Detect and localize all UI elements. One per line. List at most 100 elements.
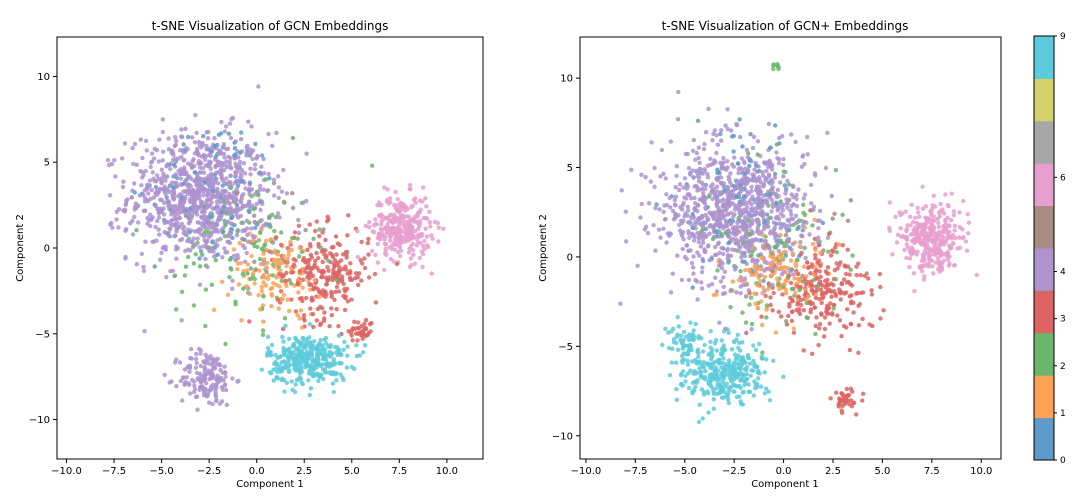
gcn-point-class-3 <box>307 222 312 227</box>
gcn-point-class-4 <box>254 156 259 161</box>
gcn-point-class-4 <box>176 156 181 161</box>
gcn-point-class-9 <box>278 354 283 359</box>
gcn-plus-point-class-4 <box>668 290 674 295</box>
gcn-plus-point-class-3 <box>851 400 856 405</box>
gcn-point-class-6 <box>396 207 401 213</box>
gcn-plus-point-class-3 <box>833 245 838 250</box>
gcn-point-class-9 <box>329 351 334 356</box>
gcn-point-class-2 <box>261 294 266 299</box>
gcn-plus-point-class-9 <box>702 342 707 348</box>
gcn-plus-point-class-6 <box>945 230 951 235</box>
gcn-plus-point-class-4 <box>750 218 755 223</box>
gcn-plus-point-class-4 <box>717 250 722 256</box>
gcn-plus-point-class-0 <box>787 227 792 233</box>
gcn-plus-point-class-0 <box>741 194 747 199</box>
gcn-point-class-4 <box>199 377 205 382</box>
gcn-plus-point-class-4 <box>774 150 779 155</box>
gcn-plus-point-class-9 <box>709 384 714 389</box>
gcn-point-class-3 <box>360 329 365 334</box>
gcn-plus-point-class-3 <box>837 318 843 323</box>
gcn-point-class-4 <box>230 376 235 381</box>
gcn-plus-point-class-9 <box>683 379 688 384</box>
gcn-point-class-4 <box>159 180 164 186</box>
gcn-plus-point-class-3 <box>771 290 776 296</box>
gcn-plus-point-class-3 <box>844 398 849 403</box>
gcn-point-class-4 <box>150 215 155 220</box>
gcn-plus-point-class-0 <box>690 212 695 217</box>
gcn-plus-point-class-4 <box>714 176 719 181</box>
gcn-point-class-6 <box>384 215 389 221</box>
gcn-point-class-4 <box>242 245 247 251</box>
gcn-plus-point-class-4 <box>725 126 730 132</box>
gcn-plus-point-class-4 <box>719 266 725 271</box>
gcn-point-class-9 <box>269 342 275 348</box>
gcn-plus-point-class-4 <box>684 186 689 191</box>
gcn-plus-point-class-2 <box>774 244 779 249</box>
gcn-point-class-4 <box>164 275 169 280</box>
gcn-plus-point-class-4 <box>770 163 775 168</box>
gcn-plus-point-class-4 <box>682 195 687 200</box>
gcn-plus-point-class-0 <box>727 240 732 245</box>
gcn-point-class-4 <box>174 184 180 189</box>
gcn-point-class-4 <box>277 215 282 220</box>
gcn-plus-point-class-4 <box>661 171 666 176</box>
gcn-plus-point-class-4 <box>691 137 696 143</box>
gcn-plus-point-class-9 <box>746 356 752 361</box>
gcn-plus-point-class-9 <box>679 333 684 338</box>
gcn-point-class-4 <box>242 228 247 233</box>
gcn-plus-point-class-6 <box>904 255 909 261</box>
gcn-point-class-3 <box>341 252 346 257</box>
gcn-point-class-4 <box>214 203 220 209</box>
gcn-plus-point-class-5 <box>808 208 813 213</box>
gcn-point-class-9 <box>344 365 350 370</box>
gcn-plus-point-class-1 <box>793 263 799 269</box>
gcn-plus-point-class-3 <box>801 348 806 353</box>
gcn-plus-point-class-3 <box>797 307 802 312</box>
gcn-plus-point-class-4 <box>694 150 699 156</box>
gcn-point-class-4 <box>252 192 257 197</box>
gcn-plus-point-class-0 <box>740 144 745 149</box>
gcn-point-class-4 <box>215 186 220 192</box>
gcn-point-class-4 <box>182 157 187 163</box>
gcn-point-class-0 <box>164 195 169 200</box>
gcn-plus-point-class-6 <box>939 267 945 272</box>
gcn-plus-point-class-4 <box>692 208 697 213</box>
gcn-point-class-9 <box>271 378 276 383</box>
gcn-point-class-9 <box>323 335 329 341</box>
gcn-plus-point-class-6 <box>924 216 930 221</box>
gcn-plus-point-class-4 <box>780 207 785 213</box>
gcn-plus-point-class-6 <box>956 235 962 240</box>
gcn-point-class-1 <box>298 308 304 313</box>
gcn-plus-point-class-4 <box>717 320 722 325</box>
gcn-point-class-9 <box>296 351 302 356</box>
gcn-plus-point-class-3 <box>820 283 825 288</box>
gcn-plus-point-class-4 <box>646 201 652 206</box>
gcn-plus-point-class-3 <box>813 252 818 258</box>
gcn-plus-point-class-9 <box>708 365 713 370</box>
gcn-plus-point-class-4 <box>829 193 834 199</box>
gcn-plus-point-class-4 <box>673 184 678 190</box>
gcn-plus-point-class-9 <box>733 369 738 374</box>
gcn-plus-point-class-9 <box>695 378 700 383</box>
gcn-plus-point-class-4 <box>732 155 737 160</box>
gcn-plus-point-class-4 <box>756 273 762 278</box>
gcn-point-class-9 <box>277 366 283 372</box>
gcn-point-class-3 <box>316 241 321 247</box>
gcn-plus-x-tick-label: −10.0 <box>571 466 602 477</box>
gcn-point-class-2 <box>290 135 296 141</box>
gcn-point-class-3 <box>347 275 353 280</box>
gcn-point-class-6 <box>391 212 397 217</box>
gcn-plus-point-class-6 <box>974 272 979 278</box>
gcn-plus-point-class-0 <box>754 163 759 168</box>
gcn-point-class-4 <box>233 172 239 177</box>
gcn-point-class-0 <box>239 130 244 135</box>
gcn-point-class-6 <box>397 221 403 226</box>
gcn-plus-point-class-0 <box>737 117 742 122</box>
gcn-plus-point-class-4 <box>733 186 738 191</box>
gcn-plus-point-class-3 <box>844 386 849 392</box>
gcn-point-class-4 <box>248 166 253 171</box>
gcn-point-class-3 <box>329 289 334 295</box>
gcn-point-class-4 <box>254 201 259 207</box>
gcn-point-class-4 <box>156 159 162 164</box>
gcn-plus-point-class-9 <box>700 349 706 354</box>
